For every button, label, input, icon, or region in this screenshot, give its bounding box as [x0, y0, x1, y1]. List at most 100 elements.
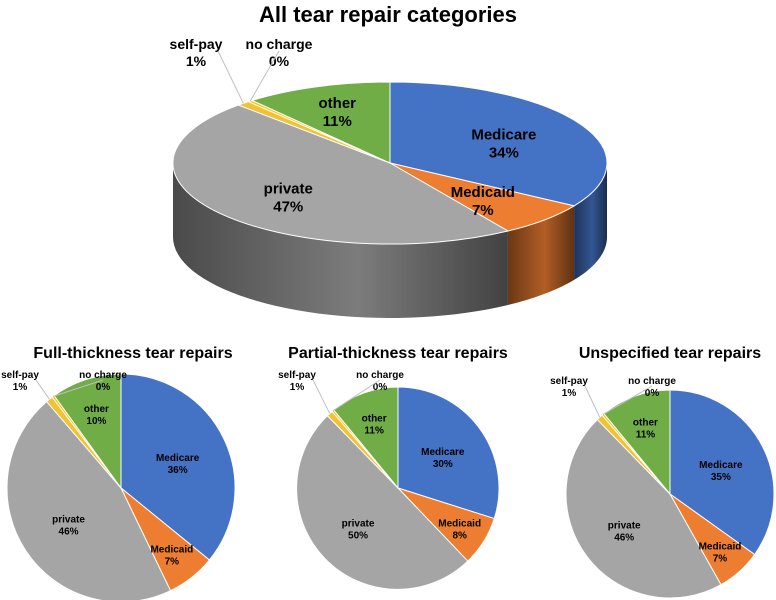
data-label-self-pay: self-pay 1%: [170, 36, 223, 69]
percent-label: 1%: [562, 388, 577, 399]
percent-label: 36%: [168, 465, 188, 476]
category-label: self-pay: [170, 36, 223, 52]
pie-slice-medicare: [397, 386, 500, 520]
category-label: other: [319, 95, 357, 112]
percent-label: 35%: [711, 472, 731, 483]
leader-line: [53, 379, 104, 397]
pie-labels: Medicare 35%Medicaid 7%private 46%self-pay 1…: [550, 376, 743, 565]
category-label: private: [264, 180, 313, 197]
data-label-self-pay: self-pay 1%: [550, 376, 588, 399]
percent-label: 0%: [96, 382, 111, 393]
data-label-no-charge: no charge 0%: [628, 376, 676, 399]
pie-slice-medicare: [389, 81, 608, 207]
chart-title: Partial-thickness tear repairs: [288, 345, 508, 362]
category-label: Medicaid: [451, 184, 515, 201]
pie-side-medicaid: [507, 205, 575, 305]
pie-body: [296, 386, 500, 590]
percent-label: 10%: [86, 416, 106, 427]
data-label-private: private 50%: [342, 519, 375, 542]
category-label: Medicaid: [438, 519, 481, 530]
percent-label: 30%: [433, 459, 453, 470]
category-label: self-pay: [550, 376, 588, 387]
percent-label: 11%: [636, 429, 656, 440]
pie-slice-private: [565, 418, 722, 599]
data-label-private: private 47%: [264, 180, 313, 215]
category-label: Medicare: [421, 447, 465, 458]
percent-label: 34%: [489, 144, 519, 161]
chart-title: Unspecified tear repairs: [579, 345, 761, 362]
data-label-no-charge: no charge 0%: [246, 36, 313, 69]
pie-slice-medicare: [669, 389, 775, 556]
category-label: no charge: [79, 370, 127, 381]
percent-label: 50%: [348, 531, 368, 542]
data-label-medicare: Medicare 34%: [471, 126, 536, 161]
category-label: private: [342, 519, 375, 530]
data-label-no-charge: no charge 0%: [79, 370, 127, 393]
data-label-medicare: Medicare 36%: [156, 453, 200, 476]
pie-labels: Medicare 36%Medicaid 7%private 46%self-pay 1…: [1, 370, 200, 567]
pie-side-medicare: [574, 163, 607, 280]
chart-unspecified: Unspecified tear repairs Medicare 35%Medi…: [550, 345, 775, 599]
category-label: private: [608, 520, 641, 531]
data-label-other: other 11%: [633, 417, 658, 440]
percent-label: 11%: [323, 113, 352, 130]
category-label: Medicaid: [150, 544, 193, 555]
pie-slice-private: [172, 104, 510, 245]
data-label-private: private 46%: [52, 514, 85, 537]
category-label: self-pay: [278, 370, 316, 381]
percent-label: 7%: [165, 556, 180, 567]
category-label: no charge: [628, 376, 676, 387]
chart-title: Full-thickness tear repairs: [33, 345, 232, 362]
chart-full-thickness: Full-thickness tear repairs Medicare 36%M…: [1, 345, 236, 600]
leader-line: [35, 379, 50, 400]
percent-label: 1%: [290, 382, 305, 393]
percent-label: 47%: [273, 198, 303, 215]
percent-label: 1%: [13, 382, 28, 393]
data-label-medicare: Medicare 30%: [421, 447, 465, 470]
category-label: no charge: [356, 370, 404, 381]
leader-line: [312, 379, 331, 414]
percent-label: 7%: [472, 202, 494, 219]
pie-labels: Medicare 34%Medicaid 7%private 47%self-pay 1…: [170, 36, 537, 219]
percent-label: 1%: [186, 53, 207, 69]
data-label-no-charge: no charge 0%: [356, 370, 404, 393]
leader-line: [602, 385, 653, 415]
pie-body: [6, 373, 236, 600]
percent-label: 0%: [269, 53, 290, 69]
data-label-other: other 10%: [84, 404, 109, 427]
chart-all-tear-repairs: All tear repair categories Medicare 34%Me…: [170, 2, 608, 318]
pie-slice-medicare: [120, 373, 236, 561]
percent-label: 7%: [713, 554, 728, 565]
pie-side-private: [173, 163, 508, 318]
pie-body: [565, 389, 775, 599]
data-label-other: other 11%: [362, 413, 387, 436]
category-label: other: [362, 413, 387, 424]
pie-slice-other: [53, 373, 122, 490]
data-label-medicaid: Medicaid 8%: [438, 519, 481, 542]
pie-slice-other: [250, 81, 391, 164]
pie-slice-private: [6, 400, 172, 600]
data-label-other: other 11%: [319, 95, 357, 130]
data-label-medicaid: Medicaid 7%: [150, 544, 193, 567]
category-label: Medicare: [156, 453, 200, 464]
leader-line: [584, 385, 601, 418]
percent-label: 0%: [645, 388, 660, 399]
pie-labels: Medicare 30% Medicaid 8% private 50% self-pay 1…: [278, 370, 481, 542]
chart-title: All tear repair categories: [259, 2, 517, 27]
category-label: other: [633, 417, 658, 428]
category-label: no charge: [246, 36, 313, 52]
data-label-medicaid: Medicaid 7%: [451, 184, 515, 219]
leader-line: [217, 50, 244, 104]
data-label-private: private 46%: [608, 520, 641, 543]
pie-slice-private: [296, 415, 469, 590]
leader-line: [332, 379, 381, 412]
category-label: Medicaid: [699, 542, 742, 553]
chart-partial-thickness: Partial-thickness tear repairs Medicare 3…: [278, 345, 508, 590]
percent-label: 0%: [373, 382, 388, 393]
data-label-self-pay: self-pay 1%: [278, 370, 316, 393]
category-label: other: [84, 404, 109, 415]
category-label: Medicare: [471, 126, 536, 143]
percent-label: 8%: [452, 531, 467, 542]
category-label: self-pay: [1, 370, 39, 381]
